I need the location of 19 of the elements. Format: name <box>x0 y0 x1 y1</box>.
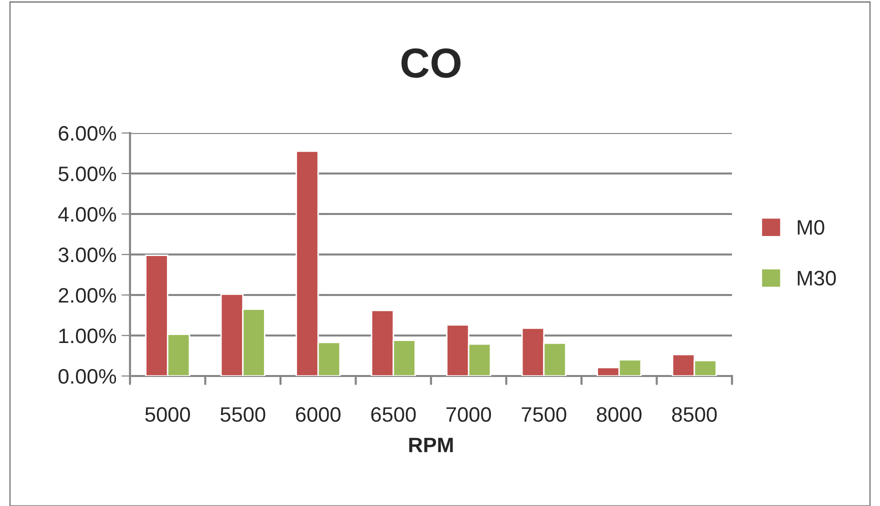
x-tick-label: 6000 <box>296 407 340 422</box>
x-tick-label: 7500 <box>522 407 566 422</box>
x-tick-label: 7000 <box>446 407 491 422</box>
chart-title: CO <box>401 48 460 78</box>
y-tick-label: 4.00% <box>58 207 116 222</box>
x-tick-label: 8500 <box>672 407 717 422</box>
x-tick-label: 5000 <box>145 407 190 422</box>
legend-label: M0 <box>798 220 824 235</box>
y-tick-label: 3.00% <box>58 248 116 262</box>
x-tick-label: 6500 <box>371 407 416 422</box>
y-tick-label: 2.00% <box>58 288 116 303</box>
y-tick-label: 6.00% <box>58 126 116 141</box>
legend-label: M30 <box>798 270 836 286</box>
y-tick-label: 5.00% <box>58 166 116 182</box>
y-tick-label: 0.00% <box>58 369 116 384</box>
y-tick-label: 1.00% <box>59 328 116 344</box>
x-tick-label: 5500 <box>220 407 266 422</box>
x-axis-title: RPM <box>409 438 453 452</box>
x-tick-label: 8000 <box>596 407 642 422</box>
